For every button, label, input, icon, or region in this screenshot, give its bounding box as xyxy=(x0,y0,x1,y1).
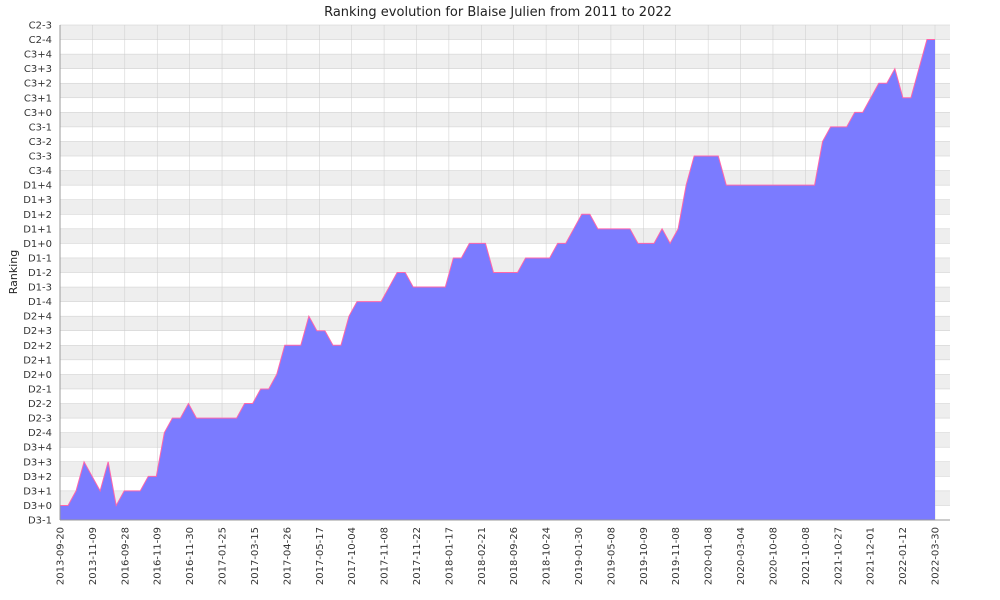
series-line xyxy=(60,39,935,507)
background-band xyxy=(60,170,950,186)
y-tick-label: D1-4 xyxy=(28,297,52,308)
x-tick-label: 2018-09-26 xyxy=(509,527,520,585)
y-tick-label: D3+2 xyxy=(23,472,52,483)
x-tick-label: 2019-05-08 xyxy=(606,527,617,585)
y-tick-label: D2+3 xyxy=(23,326,52,337)
x-tick-label: 2018-02-21 xyxy=(477,527,488,585)
y-tick-label: C3+2 xyxy=(24,79,52,90)
chart-title: Ranking evolution for Blaise Julien from… xyxy=(324,5,672,20)
x-tick-label: 2022-03-30 xyxy=(931,527,942,585)
y-tick-label: D1+4 xyxy=(23,181,52,192)
x-tick-label: 2017-01-25 xyxy=(218,527,229,585)
x-tick-label: 2020-10-08 xyxy=(768,527,779,585)
y-tick-label: D2-2 xyxy=(28,399,52,410)
y-tick-label: D3-1 xyxy=(28,516,52,527)
x-tick-label: 2013-11-09 xyxy=(88,527,99,585)
x-tick-label: 2022-01-12 xyxy=(898,527,909,585)
x-tick-label: 2017-11-08 xyxy=(380,527,391,585)
y-tick-label: C3+3 xyxy=(24,64,52,75)
x-tick-label: 2019-01-30 xyxy=(574,527,585,585)
x-tick-label: 2018-10-24 xyxy=(542,527,553,585)
x-tick-label: 2019-11-08 xyxy=(671,527,682,585)
x-tick-label: 2020-01-08 xyxy=(704,527,715,585)
x-tick-labels: 2013-09-20 2013-11-09 2016-09-28 2016-11-09… xyxy=(56,527,942,585)
x-tick-label: 2017-10-04 xyxy=(347,527,358,585)
y-tick-label: D3+1 xyxy=(23,486,52,497)
background-band xyxy=(60,156,950,171)
background-band xyxy=(60,68,950,84)
y-tick-label: C2-3 xyxy=(29,21,52,32)
x-tick-label: 2021-10-27 xyxy=(833,527,844,585)
x-tick-label: 2017-04-26 xyxy=(282,527,293,585)
background-band xyxy=(60,39,950,55)
y-tick-label: D2+4 xyxy=(23,312,52,323)
y-tick-label: C3-3 xyxy=(29,152,52,163)
y-tick-label: C3-4 xyxy=(29,166,52,177)
y-axis-title: Ranking xyxy=(7,250,20,295)
x-tick-label: 2017-05-17 xyxy=(315,527,326,585)
background-band xyxy=(60,83,950,98)
x-tick-label: 2017-03-15 xyxy=(250,527,261,585)
y-tick-label: D2-3 xyxy=(28,414,52,425)
y-tick-label: D1-3 xyxy=(28,283,52,294)
y-tick-label: D2+2 xyxy=(23,341,52,352)
x-tick-label: 2020-03-04 xyxy=(736,527,747,585)
y-tick-label: D1-1 xyxy=(28,253,52,264)
y-tick-labels: D3-1 D3+0 D3+1 D3+2 D3+3 D3+4 D2-4 D2-3 D2-2 D2-1… xyxy=(23,21,52,527)
area-fill xyxy=(60,39,935,521)
y-tick-label: C2-4 xyxy=(29,35,52,46)
y-tick-label: C3+1 xyxy=(24,93,52,104)
axes xyxy=(59,25,950,521)
x-tick-label: 2016-11-09 xyxy=(153,527,164,585)
y-tick-label: D3+3 xyxy=(23,457,52,468)
x-tick-label: 2018-01-17 xyxy=(444,527,455,585)
x-tick-label: 2021-10-08 xyxy=(801,527,812,585)
y-tick-label: D1+1 xyxy=(23,224,52,235)
area-series xyxy=(59,39,936,521)
background-band xyxy=(60,25,950,40)
y-tick-label: D3+4 xyxy=(23,443,52,454)
y-tick-label: D2-4 xyxy=(28,428,52,439)
y-tick-label: D1-2 xyxy=(28,268,52,279)
y-tick-label: D1+3 xyxy=(23,195,52,206)
y-tick-label: C3+4 xyxy=(24,50,52,61)
y-tick-label: C3-1 xyxy=(29,122,52,133)
y-tick-label: D3+0 xyxy=(23,501,52,512)
y-tick-label: C3+0 xyxy=(24,108,52,119)
y-tick-label: D2-1 xyxy=(28,384,52,395)
y-tick-label: D1+0 xyxy=(23,239,52,250)
background-band xyxy=(60,112,950,127)
background-band xyxy=(60,141,950,157)
x-tick-label: 2021-12-01 xyxy=(866,527,877,585)
y-tick-label: C3-2 xyxy=(29,137,52,148)
background-band xyxy=(60,54,950,69)
x-tick-label: 2017-11-22 xyxy=(412,527,423,585)
background-band xyxy=(60,97,950,113)
y-tick-label: D2+0 xyxy=(23,370,52,381)
y-tick-label: D1+2 xyxy=(23,210,52,221)
background-band xyxy=(60,126,950,142)
x-tick-label: 2016-09-28 xyxy=(120,527,131,585)
x-tick-label: 2013-09-20 xyxy=(56,527,67,585)
y-tick-label: D2+1 xyxy=(23,355,52,366)
x-tick-label: 2019-10-09 xyxy=(639,527,650,585)
x-tick-label: 2016-11-30 xyxy=(185,527,196,585)
